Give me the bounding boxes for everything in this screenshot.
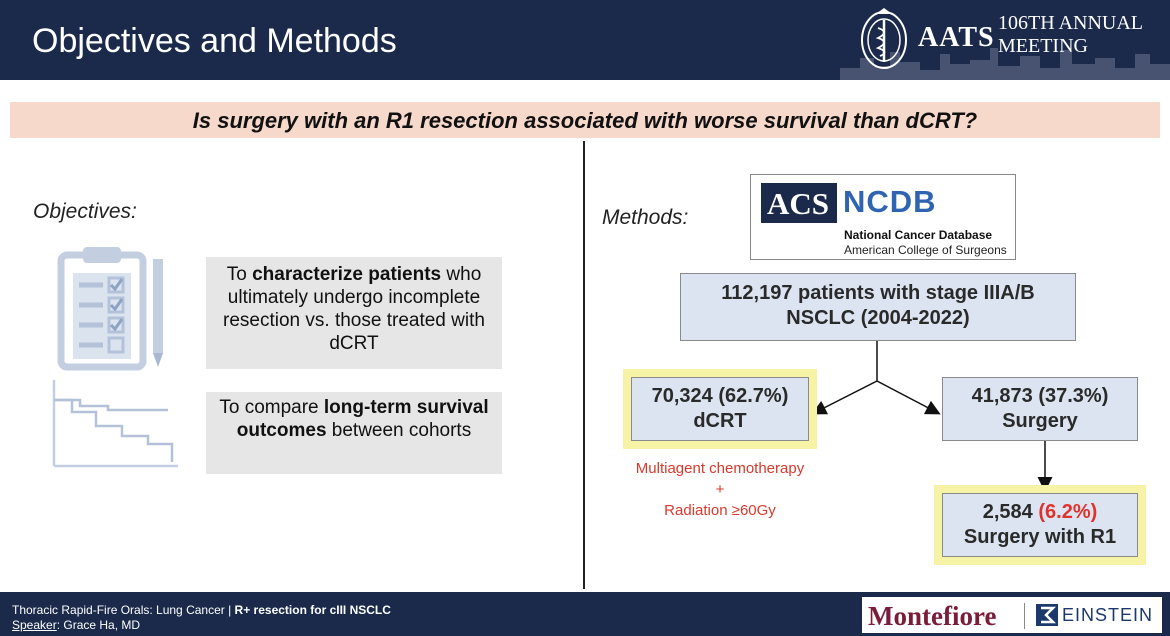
surgery-r1-box: 2,584 (6.2%) Surgery with R1: [942, 493, 1138, 557]
note-line-3: Radiation ≥60Gy: [664, 502, 776, 519]
clipboard-checklist-icon: [57, 247, 163, 371]
cohort-total-line-1: 112,197 patients with stage IIIA/B: [721, 282, 1035, 304]
dcrt-box: 70,324 (62.7%) dCRT: [631, 377, 809, 441]
logo-separator: [1024, 603, 1025, 629]
ncdb-wordmark: NCDB: [843, 184, 937, 219]
session-info: Thoracic Rapid-Fire Orals: Lung Cancer |…: [12, 603, 391, 617]
objective-1-prefix: To: [226, 264, 253, 285]
session-topic: R+ resection for cIII NSCLC: [234, 603, 391, 617]
objectives-label: Objectives:: [33, 200, 137, 223]
speaker-info: Speaker: Grace Ha, MD: [12, 618, 140, 632]
dcrt-label: dCRT: [693, 410, 747, 432]
einstein-emblem-icon: [1036, 604, 1058, 626]
objective-1-bold: characterize patients: [252, 264, 442, 285]
objective-2-bold: long-term survival outcomes: [236, 397, 489, 441]
speaker-name: : Grace Ha, MD: [56, 618, 141, 632]
session-name: Thoracic Rapid-Fire Orals: Lung Cancer |: [12, 603, 235, 617]
dcrt-count: 70,324 (62.7%): [651, 385, 789, 407]
header-bar: Objectives and Methods AATS 106TH ANNUAL…: [0, 0, 1170, 80]
einstein-logo: EINSTEIN: [1062, 605, 1154, 625]
ncdb-publisher: American College of Surgeons: [844, 243, 1007, 257]
note-line-2: +: [715, 481, 725, 498]
surgery-label: Surgery: [1002, 410, 1078, 432]
surgery-box: 41,873 (37.3%) Surgery: [942, 377, 1138, 441]
r1-percent: (6.2%): [1038, 501, 1098, 523]
meeting-line-1: 106TH ANNUAL: [998, 12, 1143, 34]
r1-count: 2,584: [982, 501, 1033, 523]
r1-label: Surgery with R1: [963, 526, 1117, 548]
acs-text: ACS: [767, 186, 830, 221]
ncdb-logo: ACS NCDB National Cancer Database Americ…: [750, 174, 1016, 260]
cohort-total-line-2: NSCLC (2004-2022): [786, 307, 970, 329]
methods-label: Methods:: [602, 206, 689, 229]
column-divider: [583, 141, 585, 589]
city-skyline-image: [840, 48, 1170, 80]
research-question: Is surgery with an R1 resection associat…: [192, 108, 978, 133]
aats-logo: AATS 106TH ANNUAL MEETING: [856, 4, 1166, 76]
institution-logos: Montefiore EINSTEIN: [862, 597, 1162, 633]
objective-box-1: To characterize patients who ultimately …: [206, 257, 502, 369]
objective-2-rest: between cohorts: [326, 420, 472, 441]
aats-wordmark: AATS: [918, 22, 995, 53]
research-question-banner: Is surgery with an R1 resection associat…: [10, 102, 1160, 138]
survival-curve-icon: [52, 380, 178, 468]
dcrt-definition-note: Multiagent chemotherapy + Radiation ≥60G…: [612, 458, 828, 521]
meeting-line-2: MEETING: [998, 35, 1088, 57]
slide-title: Objectives and Methods: [32, 22, 397, 60]
montefiore-logo: Montefiore: [868, 601, 997, 631]
objective-1-rest: who ultimately undergo incomplete resect…: [223, 264, 485, 354]
acs-badge: ACS: [761, 183, 837, 223]
ncdb-full-name: National Cancer Database: [844, 228, 993, 242]
objective-2-prefix: To compare: [219, 397, 324, 418]
note-line-1: Multiagent chemotherapy: [635, 460, 805, 477]
objective-box-2: To compare long-term survival outcomes b…: [206, 392, 502, 474]
speaker-label: Speaker: [12, 618, 57, 632]
surgery-count: 41,873 (37.3%): [971, 385, 1109, 407]
meeting-name: 106TH ANNUAL MEETING: [998, 12, 1143, 58]
cohort-total-box: 112,197 patients with stage IIIA/B NSCLC…: [680, 273, 1076, 341]
aats-seal-icon: [861, 8, 907, 69]
